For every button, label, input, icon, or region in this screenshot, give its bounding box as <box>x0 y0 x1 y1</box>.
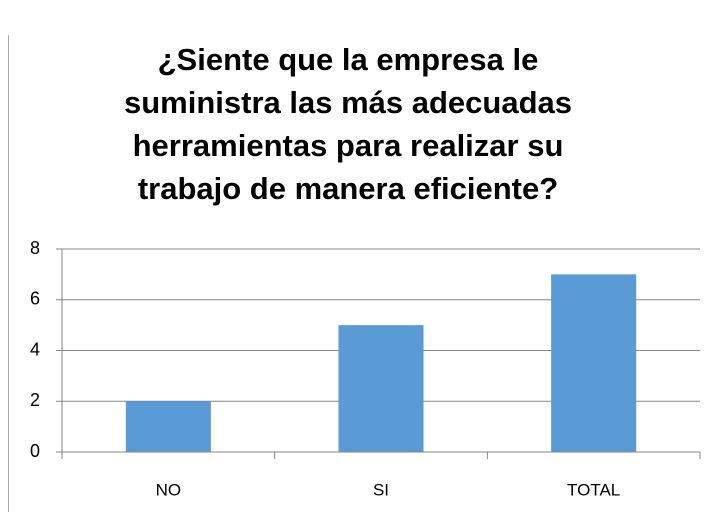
chart-title: trabajo de manera eficiente? <box>138 171 558 206</box>
x-tick-label: SI <box>373 480 389 499</box>
y-tick-label: 2 <box>30 390 40 410</box>
chart-title: herramientas para realizar su <box>133 128 564 163</box>
bar <box>551 274 637 452</box>
y-tick-label: 4 <box>30 339 40 359</box>
x-tick-label: NO <box>156 480 182 499</box>
y-tick-label: 8 <box>30 238 40 258</box>
chart-title: suministra las más adecuadas <box>124 85 572 120</box>
bar <box>125 401 211 452</box>
y-tick-label: 0 <box>30 441 40 461</box>
x-tick-label: TOTAL <box>567 480 620 499</box>
bar <box>338 325 424 452</box>
y-tick-label: 6 <box>30 289 40 309</box>
chart-title: ¿Siente que la empresa le <box>158 42 539 77</box>
